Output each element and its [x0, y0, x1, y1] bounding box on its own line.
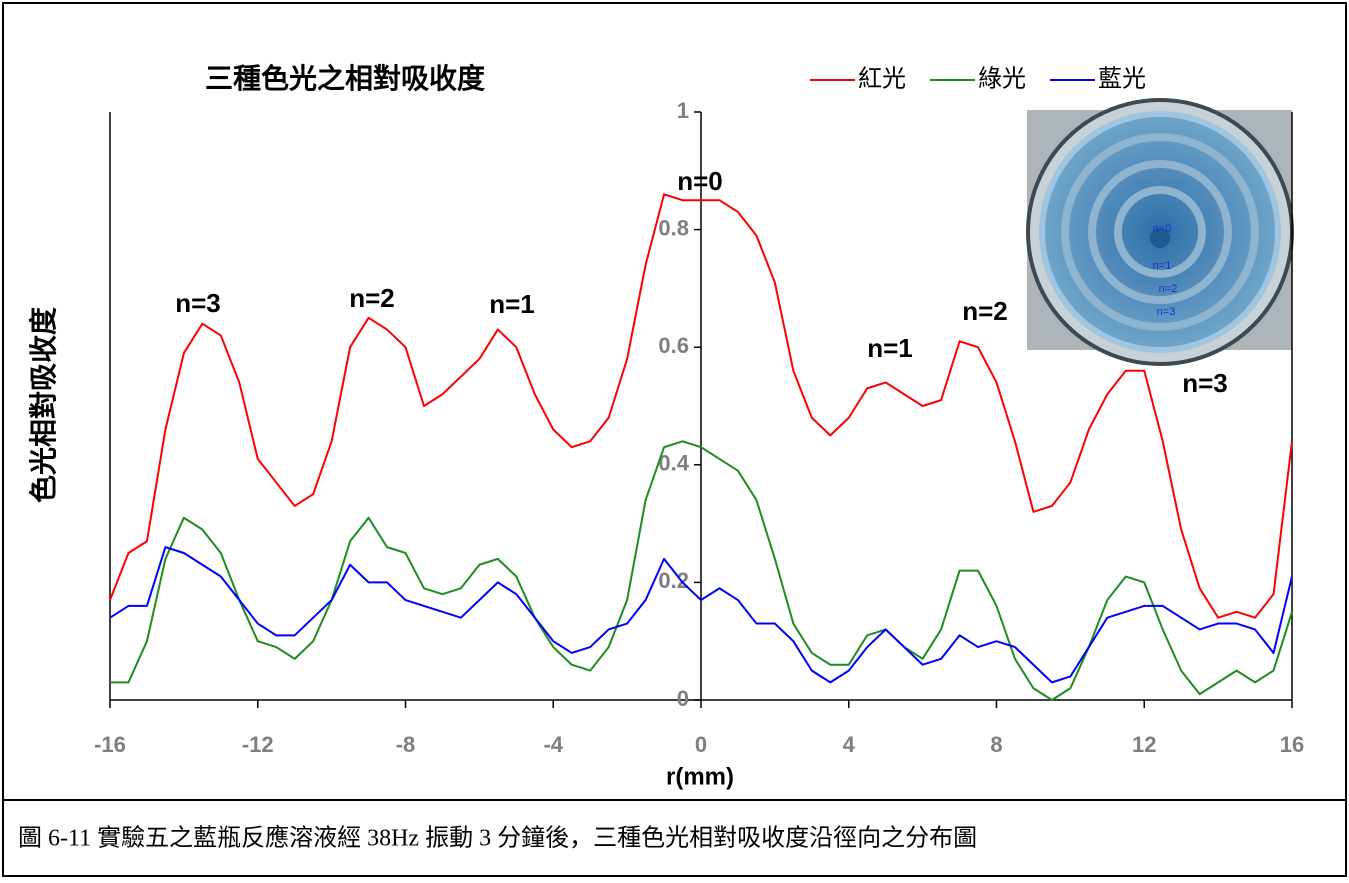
annotation: n=0 — [677, 166, 723, 196]
x-tick-label: -8 — [396, 732, 416, 757]
annotation: n=1 — [489, 289, 535, 319]
annotation: n=3 — [1182, 368, 1228, 398]
annotation: n=2 — [349, 283, 395, 313]
x-tick-label: 4 — [843, 732, 856, 757]
annotation: n=1 — [867, 333, 913, 363]
annotation: n=3 — [175, 288, 221, 318]
inset-label: n=1 — [1153, 260, 1172, 272]
line-series — [109, 193, 1293, 619]
x-tick-label: 8 — [990, 732, 1002, 757]
y-tick-label: 0 — [677, 686, 689, 711]
y-axis-label: 色光相對吸收度 — [27, 307, 60, 503]
x-tick-label: 16 — [1280, 732, 1304, 757]
inset-label: n=3 — [1157, 306, 1176, 318]
x-axis-label: r(mm) — [666, 763, 734, 790]
x-tick-label: 12 — [1132, 732, 1156, 757]
y-tick-label: 1 — [677, 98, 689, 123]
line-series — [109, 546, 1293, 684]
caption: 圖 6-11 實驗五之藍瓶反應溶液經 38Hz 振動 3 分鐘後，三種色光相對吸… — [18, 825, 977, 852]
chart-title: 三種色光之相對吸收度 — [205, 62, 485, 95]
annotation: n=2 — [962, 296, 1008, 326]
legend-label: 綠光 — [978, 65, 1026, 93]
x-tick-label: -12 — [242, 732, 274, 757]
inset-photo — [1026, 98, 1294, 366]
x-tick-label: -4 — [543, 732, 563, 757]
y-tick-label: 0.6 — [658, 333, 689, 358]
legend-label: 藍光 — [1098, 65, 1146, 93]
inset-label: n=0 — [1153, 223, 1172, 235]
legend-label: 紅光 — [858, 65, 906, 93]
y-tick-label: 0.8 — [658, 215, 689, 240]
y-tick-label: 0.4 — [658, 451, 689, 476]
x-tick-label: 0 — [695, 732, 707, 757]
line-series — [110, 440, 1293, 701]
x-tick-label: -16 — [94, 732, 126, 757]
inset-label: n=2 — [1159, 283, 1178, 295]
